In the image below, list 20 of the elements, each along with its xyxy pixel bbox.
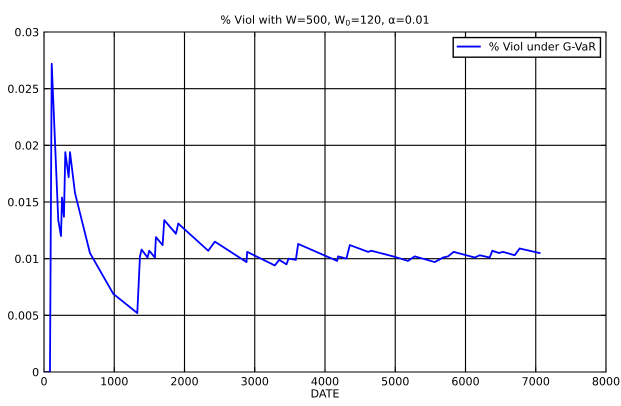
- x-tick-label: 0: [41, 377, 47, 386]
- chart-title: % Viol with W=500, W$_{0}$=120, α=0.01: [221, 15, 429, 26]
- x-tick-label: 2000: [171, 377, 198, 386]
- y-tick-label: 0.025: [8, 84, 38, 94]
- x-tick-label: 5000: [382, 377, 409, 386]
- y-tick-label: 0.01: [15, 254, 38, 264]
- line-series: [44, 62, 541, 372]
- x-tick-label: 8000: [592, 377, 620, 386]
- x-tick-label: 6000: [452, 377, 479, 386]
- x-tick-label: 3000: [241, 377, 268, 386]
- x-tick-label: 1000: [101, 377, 128, 386]
- x-tick-label: 4000: [311, 377, 338, 386]
- x-axis-title: DATE: [312, 389, 339, 398]
- legend-label: % Viol under G-VaR: [489, 42, 596, 51]
- y-tick-label: 0: [32, 368, 38, 376]
- x-tick-label: 7000: [522, 377, 550, 386]
- y-tick-label: 0.005: [8, 311, 38, 320]
- y-tick-label: 0.03: [15, 28, 38, 36]
- y-tick-label: 0.015: [8, 198, 38, 206]
- y-tick-label: 0.02: [15, 141, 38, 150]
